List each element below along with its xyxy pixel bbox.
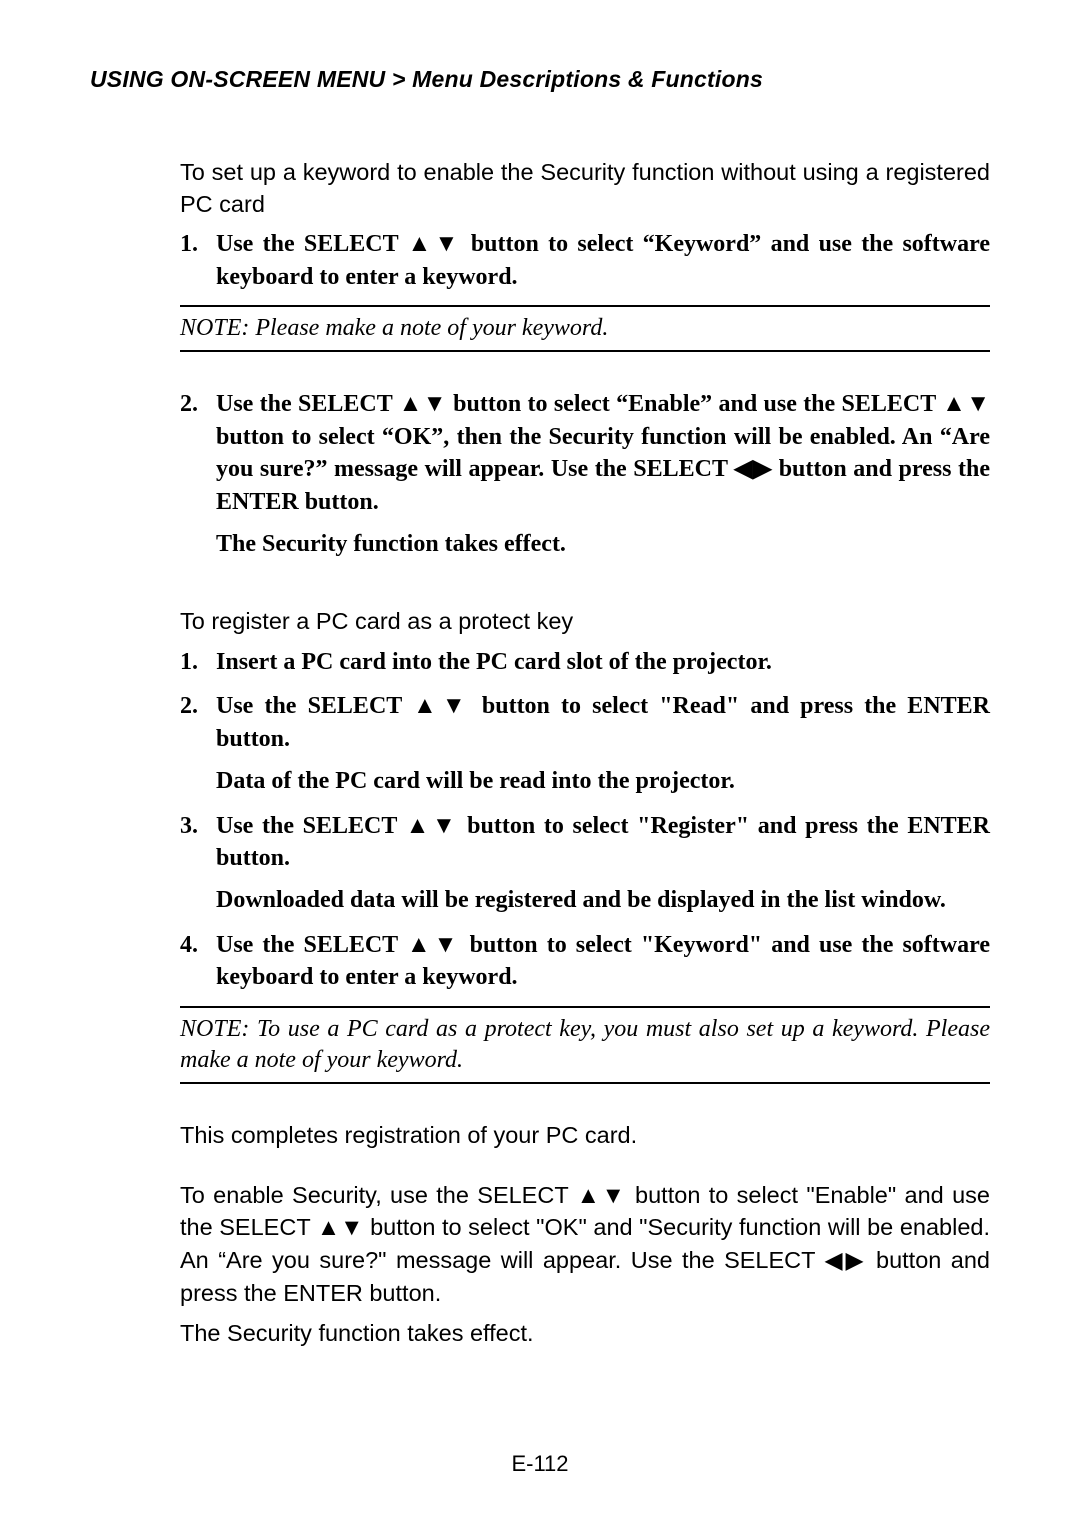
step-number: 1.: [180, 646, 198, 678]
section-a-intro: To set up a keyword to enable the Securi…: [180, 157, 990, 220]
page-header: USING ON-SCREEN MENU > Menu Descriptions…: [90, 66, 990, 93]
section-b-steps: 1. Insert a PC card into the PC card slot…: [180, 646, 990, 994]
section-b-intro: To register a PC card as a protect key: [180, 606, 990, 638]
step-item: 2. Use the SELECT ▲▼ button to select “En…: [180, 388, 990, 560]
step-text: Use the SELECT ▲▼ button to select “Enab…: [216, 391, 990, 514]
page-number: E-112: [0, 1451, 1080, 1477]
body-paragraphs: This completes registration of your PC c…: [180, 1120, 990, 1349]
step-item: 4. Use the SELECT ▲▼ button to select "Ke…: [180, 929, 990, 994]
step-number: 4.: [180, 929, 198, 961]
step-number: 2.: [180, 388, 198, 420]
step-number: 3.: [180, 810, 198, 842]
step-text: Use the SELECT ▲▼ button to select “Keyw…: [216, 231, 990, 289]
step-followup: The Security function takes effect.: [216, 528, 990, 560]
step-item: 1. Insert a PC card into the PC card slot…: [180, 646, 990, 678]
section-a-steps-1: 1. Use the SELECT ▲▼ button to select “Ke…: [180, 228, 990, 293]
step-item: 1. Use the SELECT ▲▼ button to select “Ke…: [180, 228, 990, 293]
step-text: Insert a PC card into the PC card slot o…: [216, 649, 772, 675]
step-number: 2.: [180, 690, 198, 722]
step-text: Use the SELECT ▲▼ button to select "Keyw…: [216, 932, 990, 990]
content-area: To set up a keyword to enable the Securi…: [180, 157, 990, 1349]
body-paragraph: To enable Security, use the SELECT ▲▼ bu…: [180, 1180, 990, 1310]
step-item: 2. Use the SELECT ▲▼ button to select "Re…: [180, 690, 990, 797]
section-a-steps-2: 2. Use the SELECT ▲▼ button to select “En…: [180, 388, 990, 560]
step-followup: Downloaded data will be registered and b…: [216, 884, 990, 916]
step-followup: Data of the PC card will be read into th…: [216, 765, 990, 797]
step-text: Use the SELECT ▲▼ button to select "Read…: [216, 693, 990, 751]
step-number: 1.: [180, 228, 198, 260]
step-item: 3. Use the SELECT ▲▼ button to select "Re…: [180, 810, 990, 917]
body-paragraph: This completes registration of your PC c…: [180, 1120, 990, 1152]
note-2: NOTE: To use a PC card as a protect key,…: [180, 1006, 990, 1084]
page: USING ON-SCREEN MENU > Menu Descriptions…: [0, 0, 1080, 1529]
step-text: Use the SELECT ▲▼ button to select "Regi…: [216, 813, 990, 871]
note-1: NOTE: Please make a note of your keyword…: [180, 305, 990, 352]
body-paragraph: The Security function takes effect.: [180, 1318, 990, 1350]
